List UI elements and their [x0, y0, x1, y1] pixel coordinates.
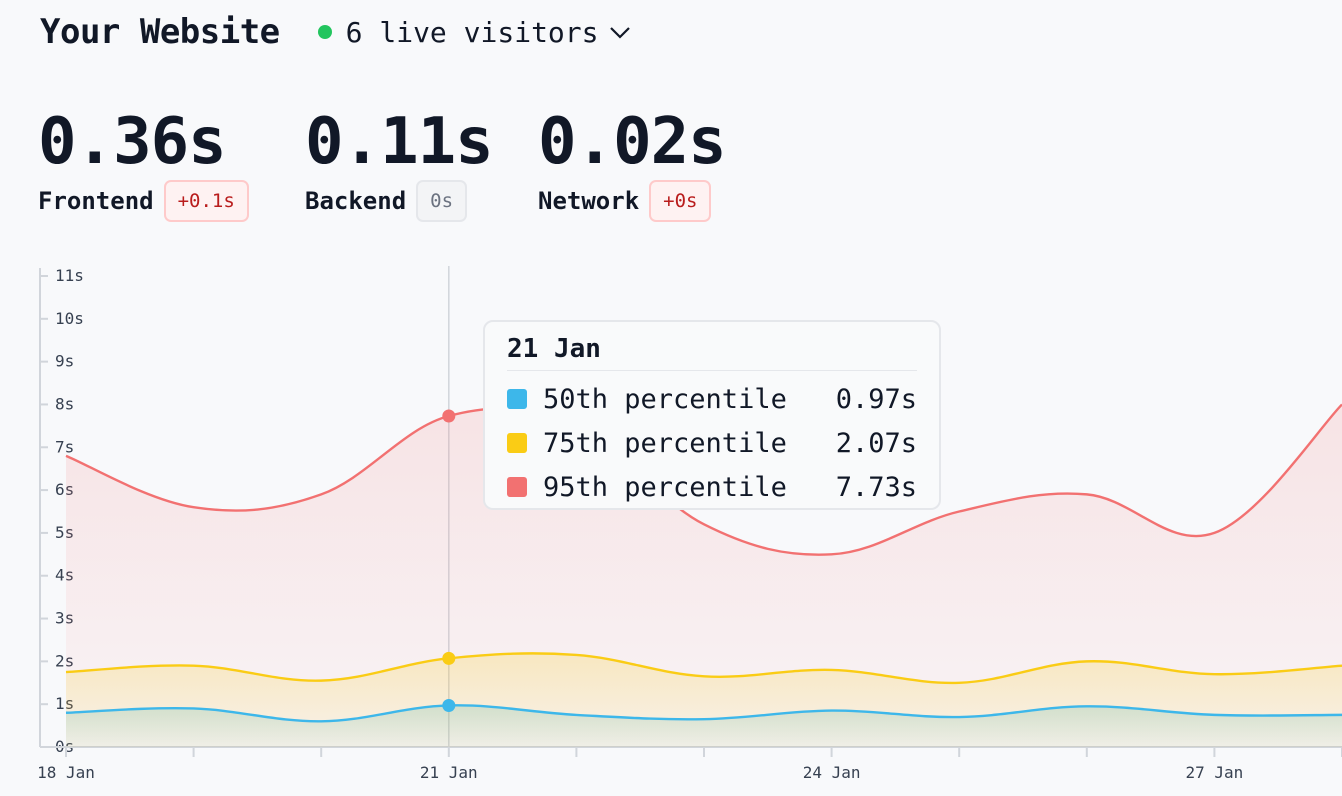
x-tick-label: 18 Jan — [37, 763, 95, 782]
live-visitors-dropdown[interactable]: 6 live visitors — [317, 15, 631, 49]
x-tick-label: 27 Jan — [1186, 763, 1244, 782]
tooltip-series-name: 75th percentile — [543, 427, 787, 459]
stat-value: 0.02s — [538, 105, 727, 179]
series-line-p50 — [65, 704, 1342, 723]
y-tick-label: 7s — [55, 437, 74, 456]
stat-label: Frontend — [38, 187, 154, 215]
y-tick-label: 9s — [55, 352, 74, 371]
tooltip-series-value: 0.97s — [835, 383, 917, 415]
tooltip-series-name: 50th percentile — [543, 383, 787, 415]
stat-frontend: 0.36s Frontend +0.1s — [38, 104, 249, 222]
stat-backend: 0.11s Backend 0s — [305, 104, 494, 222]
legend-swatch-p75 — [507, 433, 527, 453]
series-line-p95 — [65, 403, 1342, 556]
tooltip-row-p95: 95th percentile 7.73s — [507, 465, 917, 509]
stat-value: 0.36s — [38, 105, 227, 179]
tooltip-series-name: 95th percentile — [543, 471, 787, 503]
series-area-p50 — [66, 705, 1342, 747]
x-tick-label: 21 Jan — [420, 763, 478, 782]
legend-swatch-p50 — [507, 389, 527, 409]
stat-network: 0.02s Network +0s — [538, 104, 727, 222]
chart-tooltip: 21 Jan 50th percentile 0.97s 75th percen… — [483, 320, 941, 510]
highlight-point-p50 — [442, 698, 456, 712]
series-area-p95 — [66, 404, 1342, 747]
tooltip-row-p50: 50th percentile 0.97s — [507, 377, 917, 421]
tooltip-series-value: 2.07s — [835, 427, 917, 459]
highlight-point-p95 — [442, 409, 456, 423]
site-title: Your Website — [40, 12, 280, 52]
delta-badge: +0s — [649, 180, 712, 222]
tooltip-series-value: 7.73s — [835, 471, 917, 503]
highlight-point-p75 — [442, 651, 456, 665]
tooltip-date: 21 Jan — [507, 334, 917, 371]
y-tick-label: 11s — [55, 266, 84, 285]
header: Your Website 6 live visitors — [40, 12, 631, 52]
stat-label: Backend — [305, 187, 407, 215]
legend-swatch-p95 — [507, 477, 527, 497]
delta-badge: 0s — [416, 180, 468, 222]
stat-value: 0.11s — [305, 105, 494, 179]
delta-badge: +0.1s — [163, 180, 249, 222]
x-tick-label: 24 Jan — [803, 763, 861, 782]
y-tick-label: 8s — [55, 394, 74, 413]
series-line-p75 — [65, 652, 1342, 685]
chevron-down-icon — [609, 27, 630, 39]
live-visitors-label: 6 live visitors — [345, 15, 599, 49]
stat-label: Network — [538, 187, 640, 215]
y-tick-label: 10s — [55, 309, 84, 328]
tooltip-row-p75: 75th percentile 2.07s — [507, 421, 917, 465]
live-status-dot — [317, 25, 332, 39]
